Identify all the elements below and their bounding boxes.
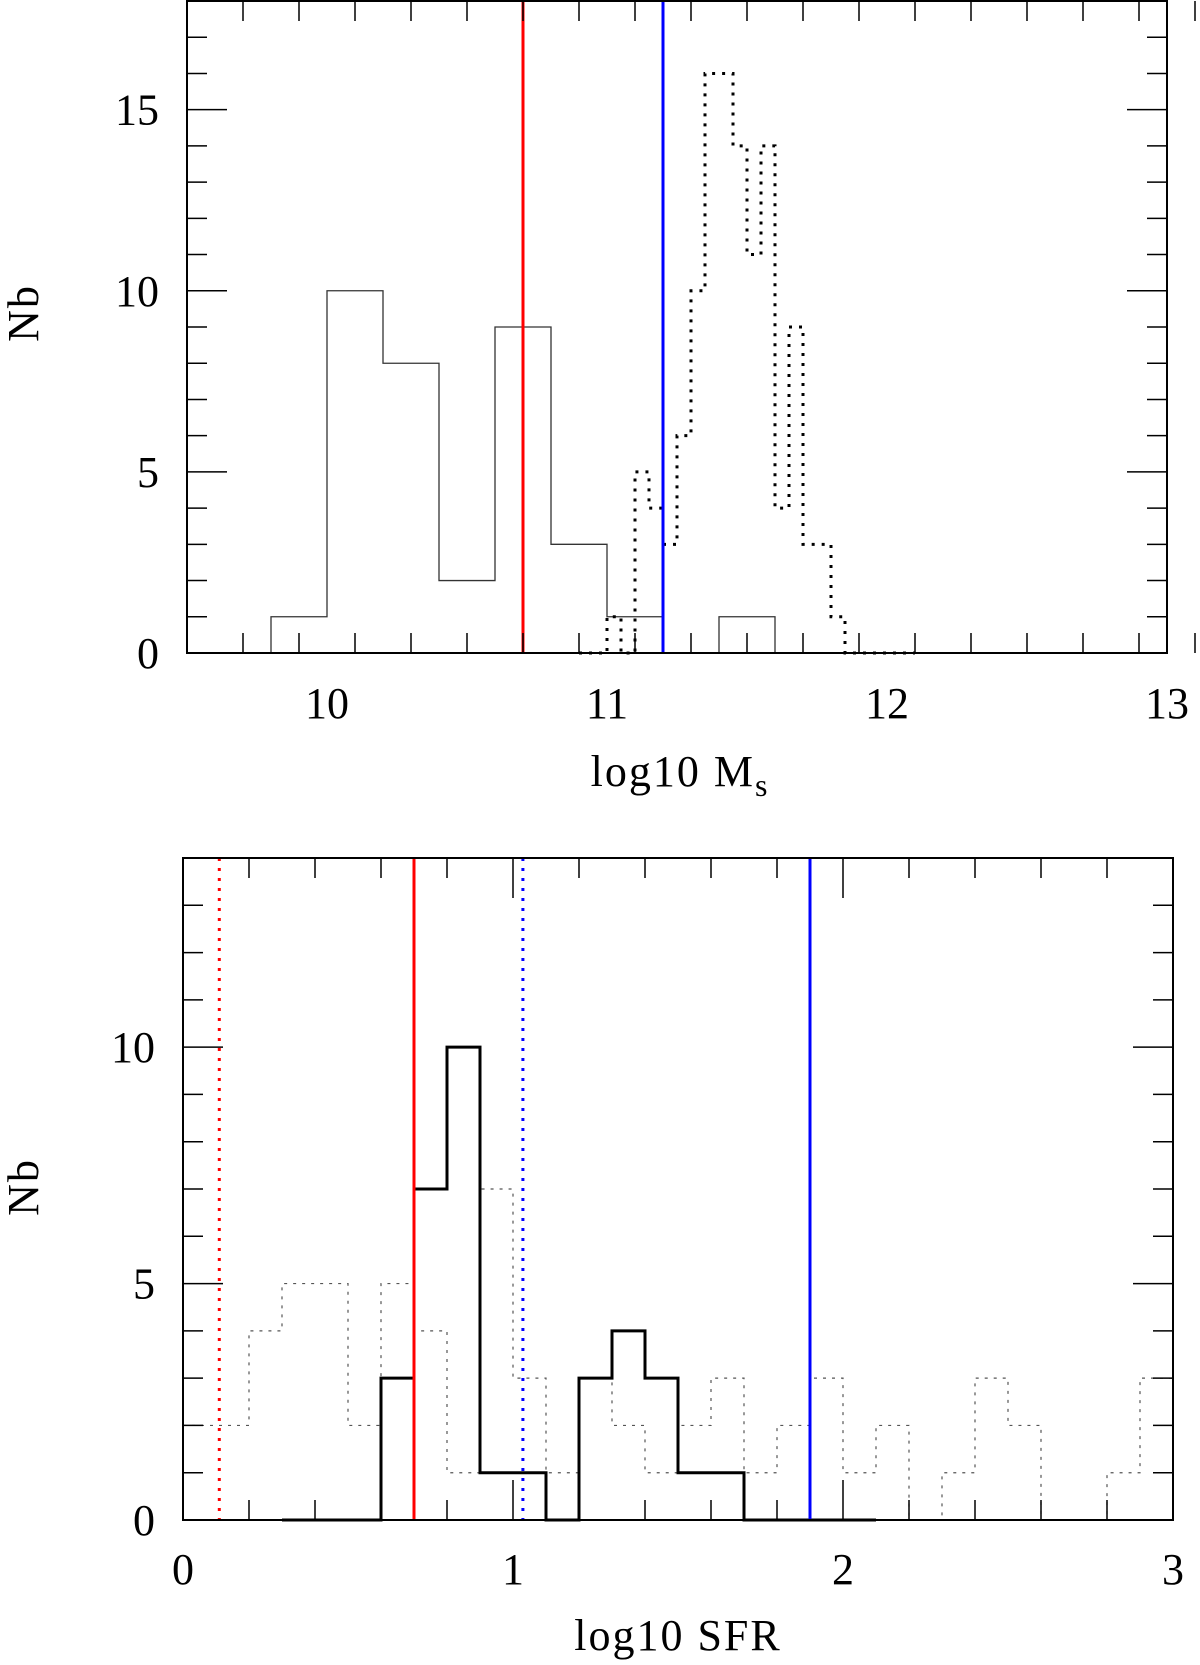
x-axis-label-subscript: s <box>755 767 769 803</box>
x-tick-label: 13 <box>1145 679 1189 728</box>
y-tick-label: 0 <box>137 629 159 678</box>
y-tick-label: 0 <box>133 1496 155 1545</box>
x-tick-label: 10 <box>305 679 349 728</box>
histogram-series-1 <box>282 1045 876 1522</box>
panel-stellar-mass: log10 Ms Nb 10 11 12 13 0 5 10 15 <box>0 0 1196 803</box>
x-tick-label: 2 <box>832 1545 854 1594</box>
y-tick-label: 10 <box>115 267 159 316</box>
y-tick-label: 15 <box>115 86 159 135</box>
x-tick-label: 12 <box>865 679 909 728</box>
histogram-series-1 <box>579 71 915 655</box>
panel-sfr: log10 SFR Nb 0 1 2 3 0 5 10 <box>0 857 1184 1660</box>
y-axis-label: Nb <box>0 1158 48 1216</box>
x-tick-label: 3 <box>1162 1545 1184 1594</box>
x-tick-label: 11 <box>586 679 628 728</box>
x-axis-label: log10 Ms <box>591 747 770 803</box>
histogram-series-0 <box>215 290 887 654</box>
y-tick-label: 5 <box>137 448 159 497</box>
x-axis-label: log10 SFR <box>574 1611 782 1660</box>
y-tick-label: 10 <box>111 1023 155 1072</box>
x-tick-label: 1 <box>502 1545 524 1594</box>
plot-frame <box>186 0 1168 654</box>
y-axis-label: Nb <box>0 284 48 342</box>
x-tick-label: 0 <box>172 1545 194 1594</box>
y-tick-label: 5 <box>133 1260 155 1309</box>
